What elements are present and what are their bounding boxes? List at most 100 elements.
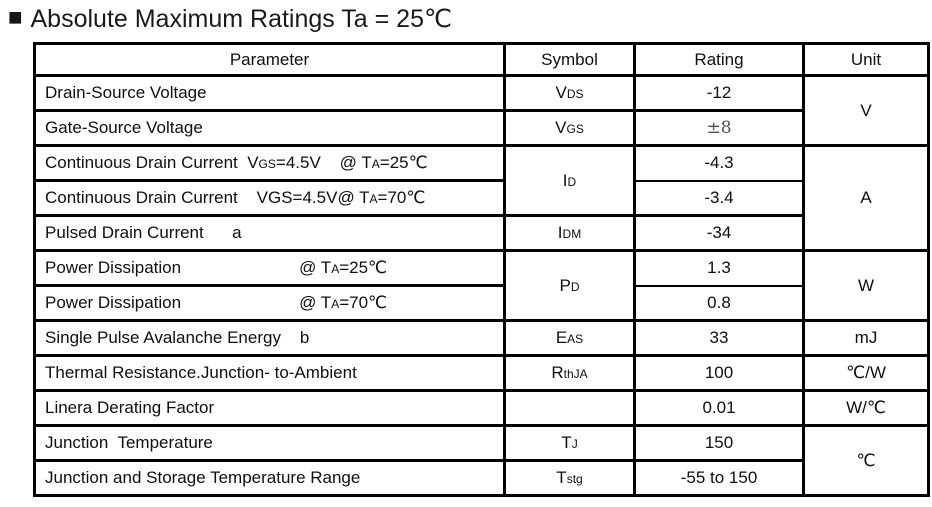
table-row: Linera Derating Factor 0.01 W/℃ (33, 389, 930, 427)
param-cell: Power Dissipation @ TA=70℃ (33, 284, 506, 322)
header-cell-unit: Unit (802, 42, 930, 77)
symbol-cell: VGS (503, 109, 636, 147)
text-segment: =4.5V @ T (275, 153, 372, 172)
text-segment: I (562, 170, 568, 190)
rating-cell: 0.8 (633, 284, 805, 322)
text-segment: =25℃ (339, 258, 388, 277)
unit-cell: mJ (802, 319, 930, 357)
unit-cell: W/℃ (802, 389, 930, 427)
subscript-text: GS (258, 157, 276, 171)
text-segment: V (555, 118, 567, 137)
section-title-text: Absolute Maximum Ratings Ta = 25℃ (30, 5, 453, 33)
subscript-text: A (331, 297, 340, 311)
text-segment: =25℃ (379, 153, 428, 172)
symbol-cell: PD (503, 249, 636, 322)
text-segment: E (555, 328, 568, 347)
subscript-text: stg (566, 472, 583, 486)
text-segment: T (556, 468, 567, 487)
table-row: Drain-Source Voltage VDS -12 V (33, 74, 930, 147)
subscript-text: AS (567, 332, 584, 346)
rating-cell: -3.4 (633, 179, 805, 217)
param-cell: Continuous Drain Current VGS=4.5V@ TA=70… (33, 179, 506, 217)
param-cell: Power Dissipation @ TA=25℃ (33, 249, 506, 287)
param-cell: Thermal Resistance.Junction- to-Ambient (33, 354, 506, 392)
subscript-text: A (331, 262, 340, 276)
unit-cell: W (802, 249, 930, 322)
subscript-text: D (570, 279, 580, 294)
table-row: Power Dissipation @ TA=25℃ PD 1.3 W (33, 249, 930, 322)
param-cell: Junction Temperature (33, 424, 506, 462)
text-segment: R (551, 363, 564, 382)
unit-cell: A (802, 144, 930, 252)
text-segment: Thermal Resistance.Junction- to-Ambient (45, 363, 357, 382)
subscript-text: A (371, 157, 380, 171)
header-cell-parameter: Parameter (33, 42, 506, 77)
header-cell-symbol: Symbol (503, 42, 636, 77)
text-segment: =70℃ (339, 293, 388, 312)
param-cell: Single Pulse Avalanche Energy b (33, 319, 506, 357)
subscript-text: GS (566, 122, 584, 136)
table-row: Power Dissipation @ TA=70℃ 0.8 (33, 284, 929, 322)
unit-cell: V (802, 74, 930, 147)
subscript-text: A (369, 192, 378, 206)
rating-cell: 33 (633, 319, 805, 357)
table-row: Junction Temperature TJ 150 ℃ (33, 424, 930, 497)
symbol-cell: VDS (503, 74, 636, 112)
subscript-text: DM (562, 227, 582, 241)
text-segment: Power Dissipation @ T (45, 258, 332, 277)
rating-cell: -34 (633, 214, 805, 252)
text-segment: Junction Temperature (45, 433, 213, 452)
symbol-cell: ID (503, 144, 636, 217)
text-segment: Continuous Drain Current VGS=4.5V@ T (45, 188, 370, 207)
text-segment: Junction and Storage Temperature Range (45, 468, 361, 487)
symbol-cell: TJ (503, 424, 636, 462)
text-segment: Pulsed Drain Current a (45, 223, 242, 242)
rating-cell: 150 (633, 424, 805, 462)
text-segment: Drain-Source Voltage (45, 83, 207, 102)
table-row: Junction and Storage Temperature Range Ts… (33, 459, 929, 497)
section-title: ■ Absolute Maximum Ratings Ta = 25℃ (8, 4, 452, 34)
unit-cell: ℃ (802, 424, 930, 497)
text-segment: Continuous Drain Current V (45, 153, 259, 172)
section-bullet-icon: ■ (8, 4, 23, 31)
text-segment: =70℃ (377, 188, 426, 207)
text-segment: I (557, 223, 563, 242)
unit-cell: ℃/W (802, 354, 930, 392)
text-segment: Single Pulse Avalanche Energy b (45, 328, 310, 347)
rating-cell: ±8 (633, 109, 805, 147)
param-cell: Junction and Storage Temperature Range (33, 459, 506, 497)
table-row: Thermal Resistance.Junction- to-Ambient R… (33, 354, 930, 392)
subscript-text: D (567, 174, 577, 189)
param-cell: Continuous Drain Current VGS=4.5V @ TA=2… (33, 144, 506, 182)
rating-cell: -4.3 (633, 144, 805, 182)
table-row: Continuous Drain Current VGS=4.5V @ TA=2… (33, 144, 930, 252)
symbol-cell (503, 389, 636, 427)
subscript-text: J (571, 437, 578, 451)
text-segment: T (561, 433, 572, 452)
param-cell: Gate-Source Voltage (33, 109, 506, 147)
param-cell: Pulsed Drain Current a (33, 214, 506, 252)
text-segment: Power Dissipation @ T (45, 293, 332, 312)
header-cell-rating: Rating (633, 42, 805, 77)
text-segment: Linera Derating Factor (45, 398, 215, 417)
symbol-cell: RthJA (503, 354, 636, 392)
abs-max-ratings-table: Parameter Symbol Rating Unit Drain-Source V… (33, 42, 930, 497)
table-row: Single Pulse Avalanche Energy b EAS 33 mJ (33, 319, 930, 357)
rating-cell: -55 to 150 (633, 459, 805, 497)
subscript-text: thJA (563, 367, 588, 381)
rating-cell: 0.01 (633, 389, 805, 427)
param-cell: Linera Derating Factor (33, 389, 506, 427)
symbol-cell: EAS (503, 319, 636, 357)
table-row: Pulsed Drain Current a IDM -34 (33, 214, 929, 252)
table-body: Drain-Source Voltage VDS -12 V Gate-Source V… (33, 74, 930, 497)
param-cell: Drain-Source Voltage (33, 74, 506, 112)
header-row: Parameter Symbol Rating Unit (33, 42, 930, 77)
text-segment: Gate-Source Voltage (45, 118, 203, 137)
text-segment: V (555, 83, 567, 102)
symbol-cell: Tstg (503, 459, 636, 497)
symbol-cell: IDM (503, 214, 636, 252)
table-row: Continuous Drain Current VGS=4.5V@ TA=70… (33, 179, 929, 217)
subscript-text: DS (566, 87, 584, 101)
table-row: Gate-Source Voltage VGS ±8 (33, 109, 929, 147)
rating-cell: -12 (633, 74, 805, 112)
